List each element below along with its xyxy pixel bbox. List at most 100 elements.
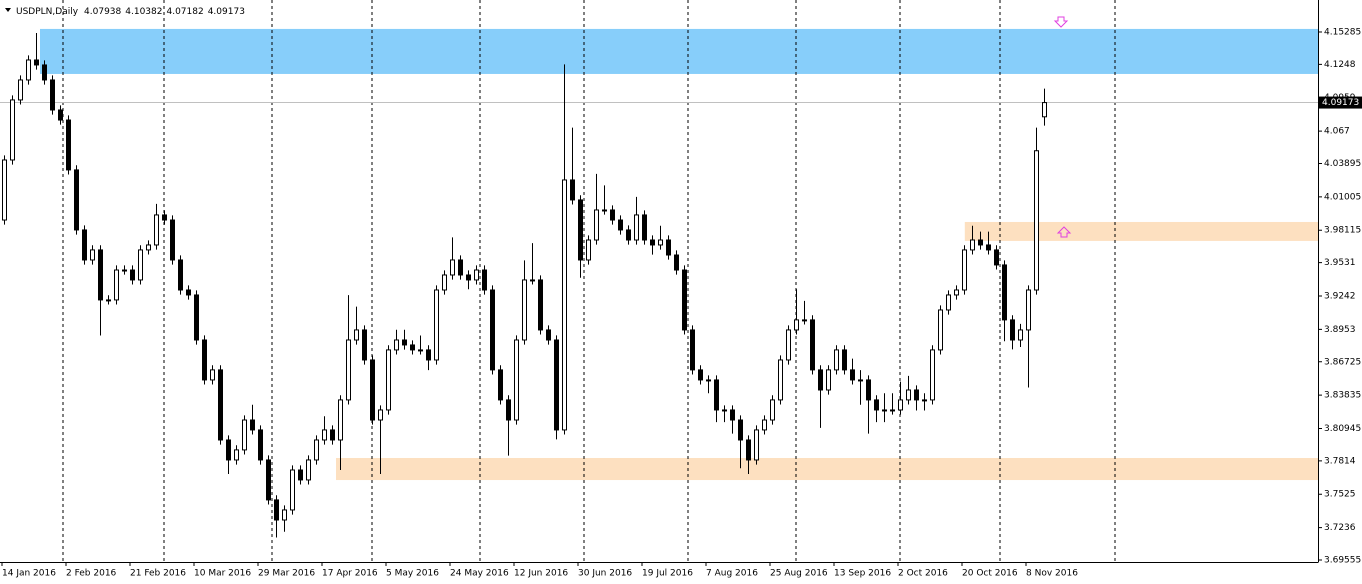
- candle-body: [890, 409, 895, 412]
- zones: [40, 28, 1318, 481]
- period-separators: [0, 0, 1318, 562]
- candle-body: [186, 289, 191, 296]
- candle-body: [394, 339, 399, 351]
- candle-body: [722, 409, 727, 412]
- candle-body: [786, 329, 791, 361]
- candle-body: [882, 409, 887, 412]
- candle-body: [938, 309, 943, 351]
- candle-body: [754, 429, 759, 461]
- candle-body: [34, 59, 39, 66]
- x-tick-label: 24 May 2016: [450, 569, 509, 579]
- candle-body: [386, 349, 391, 411]
- zone: [336, 457, 1318, 481]
- y-tick-label: 3.69555: [1324, 556, 1361, 566]
- candle-body: [202, 339, 207, 381]
- candle-body: [858, 379, 863, 382]
- candle-body: [546, 329, 551, 341]
- candle-body: [570, 179, 575, 201]
- candle-body: [914, 389, 919, 401]
- candle-body: [1018, 329, 1023, 341]
- candle-body: [354, 329, 359, 341]
- candle-body: [602, 209, 607, 212]
- candles: [2, 32, 1047, 538]
- candle-body: [682, 269, 687, 331]
- candle-body: [66, 119, 71, 171]
- candle-body: [258, 429, 263, 461]
- candle-body: [986, 244, 991, 251]
- candle-body: [482, 269, 487, 291]
- candle-body: [154, 214, 159, 246]
- candle-body: [378, 409, 383, 421]
- candle-body: [178, 259, 183, 291]
- candle-body: [418, 349, 423, 352]
- x-tick-label: 29 Mar 2016: [258, 569, 315, 579]
- chart-header: USDPLN,Daily 4.07938 4.10382 4.07182 4.09173: [16, 7, 245, 17]
- candle-body: [562, 179, 567, 431]
- current-price-box: [1319, 96, 1362, 109]
- candle-body: [954, 289, 959, 296]
- y-tick-label: 4.01005: [1324, 192, 1361, 202]
- y-tick-label: 3.7525: [1324, 490, 1356, 500]
- candle-body: [586, 239, 591, 261]
- candle-body: [146, 244, 151, 251]
- candle-body: [922, 399, 927, 402]
- candle-body: [162, 214, 167, 221]
- candle-body: [962, 249, 967, 291]
- candle-body: [90, 249, 95, 261]
- x-tick-label: 19 Jul 2016: [642, 569, 693, 579]
- candle-body: [322, 429, 327, 441]
- candle-body: [10, 99, 15, 161]
- candle-body: [1010, 319, 1015, 341]
- candle-body: [498, 369, 503, 401]
- candle-body: [242, 419, 247, 451]
- candle-body: [690, 329, 695, 371]
- candle-body: [674, 254, 679, 271]
- candle-body: [626, 229, 631, 241]
- candle-body: [346, 339, 351, 401]
- current-price-label: 4.09173: [1322, 98, 1359, 108]
- x-tick-label: 25 Aug 2016: [770, 569, 828, 579]
- candle-body: [770, 399, 775, 421]
- candle-body: [74, 169, 79, 231]
- candle-body: [578, 199, 583, 261]
- x-tick-label: 5 May 2016: [386, 569, 439, 579]
- candle-body: [794, 319, 799, 331]
- candle-body: [194, 294, 199, 341]
- candle-body: [698, 369, 703, 381]
- candle-body: [306, 459, 311, 481]
- candle-body: [402, 339, 407, 346]
- candle-body: [978, 239, 983, 246]
- candle-body: [874, 399, 879, 411]
- candle-body: [170, 219, 175, 261]
- zone: [40, 28, 1318, 74]
- y-tick-label: 3.98115: [1324, 226, 1361, 236]
- candle-body: [538, 279, 543, 331]
- candle-body: [522, 279, 527, 341]
- candle-body: [714, 379, 719, 411]
- candle-body: [1042, 102, 1047, 118]
- candle-body: [362, 329, 367, 361]
- x-tick-label: 12 Jun 2016: [514, 569, 568, 579]
- candle-body: [210, 369, 215, 381]
- candle-body: [434, 289, 439, 361]
- candle-body: [1002, 264, 1007, 321]
- candle-body: [370, 359, 375, 421]
- candle-body: [234, 449, 239, 461]
- up-arrow: [1056, 226, 1072, 238]
- candle-body: [490, 289, 495, 371]
- candle-body: [642, 214, 647, 241]
- y-tick-label: 3.9531: [1324, 258, 1356, 268]
- candle-body: [106, 299, 111, 302]
- candle-body: [50, 79, 55, 111]
- y-tick-label: 4.15285: [1324, 27, 1361, 37]
- candle-body: [810, 319, 815, 371]
- candle-body: [826, 369, 831, 391]
- candle-body: [42, 64, 47, 81]
- candle-body: [274, 499, 279, 521]
- candle-body: [114, 269, 119, 301]
- candle-body: [762, 419, 767, 431]
- candle-body: [330, 429, 335, 441]
- candle-body: [18, 79, 23, 101]
- candle-body: [290, 469, 295, 511]
